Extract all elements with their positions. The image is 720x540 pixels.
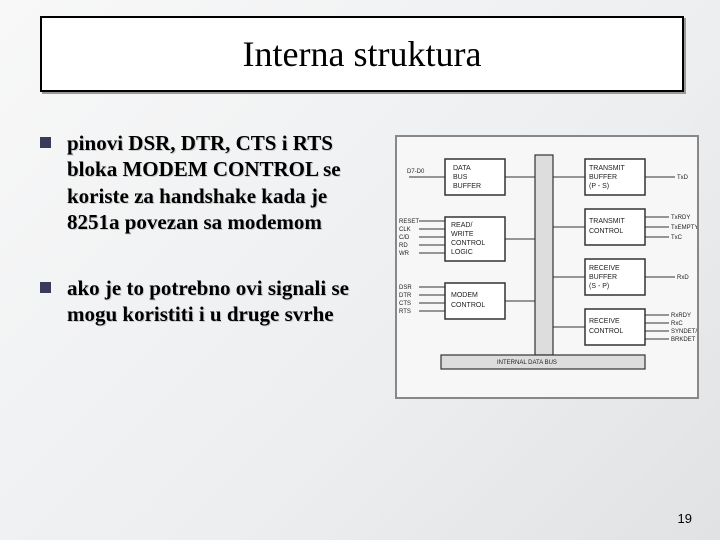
block-transmit-control [585,209,645,245]
svg-text:RxD: RxD [677,275,689,281]
svg-text:TRANSMIT: TRANSMIT [589,165,626,172]
svg-text:RTS: RTS [399,309,411,315]
svg-text:LOGIC: LOGIC [451,249,473,256]
svg-text:RECEIVE: RECEIVE [589,318,620,325]
block-modem-control [445,283,505,319]
svg-text:WR: WR [399,251,410,257]
svg-text:CONTROL: CONTROL [451,240,485,247]
svg-text:RxC: RxC [671,321,683,327]
svg-text:BUFFER: BUFFER [589,274,617,281]
bullet-icon [40,282,51,293]
svg-text:TxRDY: TxRDY [671,215,690,221]
svg-text:CONTROL: CONTROL [451,302,485,309]
svg-text:(P - S): (P - S) [589,183,609,190]
list-item: ako je to potrebno ovi signali se mogu k… [40,275,370,328]
bullet-icon [40,137,51,148]
svg-text:SYNDET/: SYNDET/ [671,329,697,335]
bullet-text: ako je to potrebno ovi signali se mogu k… [67,275,370,328]
slide: Interna struktura pinovi DSR, DTR, CTS i… [0,0,720,540]
svg-text:BUS: BUS [453,174,468,181]
page-number: 19 [678,511,692,526]
internal-bus [535,155,553,355]
block-receive-control [585,309,645,345]
svg-text:BUFFER: BUFFER [589,174,617,181]
block-diagram: INTERNAL DATA BUS DATA BUS BUFFER READ/ … [395,135,699,399]
svg-text:D7-D0: D7-D0 [407,169,425,175]
svg-text:DTR: DTR [399,293,412,299]
svg-text:TxD: TxD [677,175,689,181]
title-box: Interna struktura [40,16,684,92]
svg-text:RECEIVE: RECEIVE [589,265,620,272]
diagram-svg: INTERNAL DATA BUS DATA BUS BUFFER READ/ … [397,137,697,397]
svg-text:BUFFER: BUFFER [453,183,481,190]
svg-text:MODEM: MODEM [451,292,478,299]
svg-text:WRITE: WRITE [451,231,474,238]
svg-text:CONTROL: CONTROL [589,228,623,235]
svg-text:CTS: CTS [399,301,411,307]
svg-text:BRKDET: BRKDET [671,337,696,343]
bullet-list: pinovi DSR, DTR, CTS i RTS bloka MODEM C… [40,130,370,368]
list-item: pinovi DSR, DTR, CTS i RTS bloka MODEM C… [40,130,370,235]
svg-text:C/D: C/D [399,235,410,241]
svg-text:CONTROL: CONTROL [589,328,623,335]
svg-text:READ/: READ/ [451,222,472,229]
svg-text:(S - P): (S - P) [589,283,609,290]
internal-bus-label: INTERNAL DATA BUS [497,360,557,366]
svg-text:DSR: DSR [399,285,412,291]
svg-text:TxEMPTY: TxEMPTY [671,225,697,231]
svg-text:RD: RD [399,243,408,249]
svg-text:TxC: TxC [671,235,683,241]
svg-text:RxRDY: RxRDY [671,313,691,319]
svg-text:RESET: RESET [399,219,419,225]
bullet-text: pinovi DSR, DTR, CTS i RTS bloka MODEM C… [67,130,370,235]
slide-title: Interna struktura [243,33,482,75]
svg-text:TRANSMIT: TRANSMIT [589,218,626,225]
svg-text:CLK: CLK [399,227,411,233]
svg-text:DATA: DATA [453,165,471,172]
